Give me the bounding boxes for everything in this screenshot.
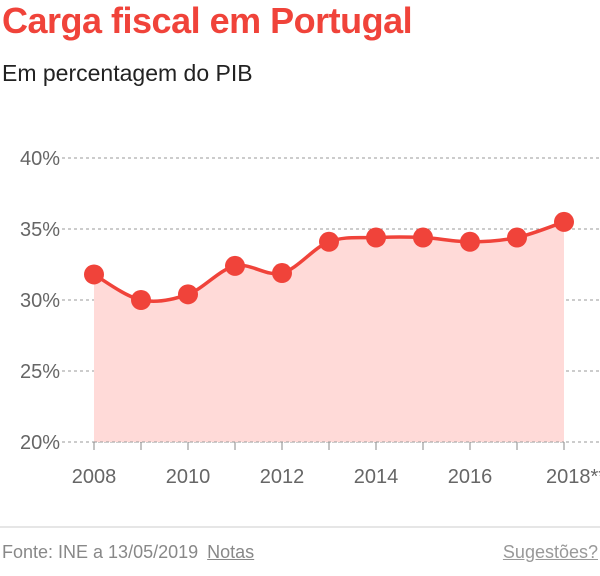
data-point [319,231,339,252]
y-tick-label: 20% [20,432,60,454]
y-tick-label: 40% [20,148,60,170]
footer: Fonte: INE a 13/05/2019 Notas [2,542,254,563]
data-point [413,227,433,248]
suggestions-link[interactable]: Sugestões? [502,542,598,562]
data-point [366,227,386,248]
data-point [178,284,198,305]
x-tick-label: 2012 [260,466,305,488]
chart-title: Carga fiscal em Portugal [2,0,413,41]
y-tick-label: 25% [20,361,60,383]
footer-divider [0,526,600,528]
chart-subtitle: Em percentagem do PIB [2,60,253,86]
data-point [272,263,292,284]
y-tick-label: 30% [20,290,60,312]
area-fill [94,221,564,442]
y-tick-label: 35% [20,219,60,241]
chart: 20% 25% 30% 35% 40% 2008 2010 2012 2014 2016 2018*… [20,148,600,488]
data-point [460,231,480,252]
x-tick-label: 2018** [546,466,600,488]
source-text: Fonte: INE a 13/05/2019 [2,542,199,562]
x-tick-label: 2010 [166,466,211,488]
notes-link[interactable]: Notas [207,542,255,562]
x-tick-label: 2008 [72,466,117,488]
data-point [131,290,151,310]
x-tick-label: 2014 [354,466,399,488]
data-point [225,255,245,276]
data-point [84,264,104,285]
data-point [507,227,527,248]
data-point [554,211,574,232]
x-tick-label: 2016 [448,466,493,488]
